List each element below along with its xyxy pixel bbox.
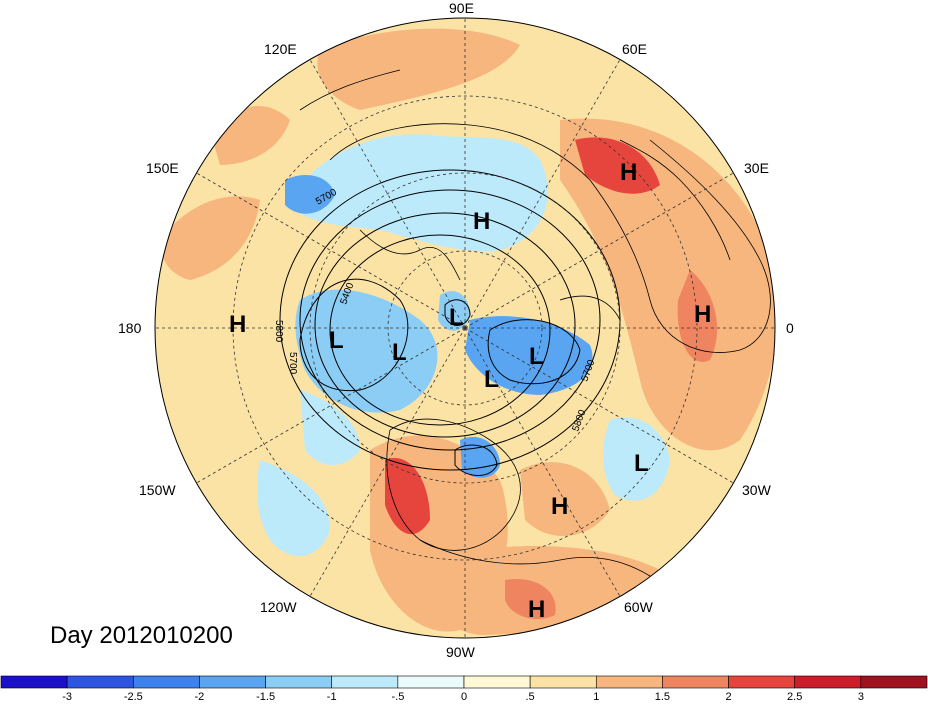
low-pressure-marker: L (392, 339, 407, 366)
lon-label-90w: 90W (446, 644, 476, 660)
colorbar-swatch (331, 675, 399, 689)
colorbar-swatch (199, 675, 266, 689)
colorbar-swatch (0, 675, 68, 689)
low-pressure-marker: L (634, 450, 649, 477)
lon-label-60w: 60W (624, 599, 654, 615)
contour-label: 5800 (273, 320, 284, 343)
contour-label: 5700 (287, 352, 298, 375)
meridian-lines (155, 18, 775, 638)
high-pressure-marker: H (551, 493, 568, 520)
colorbar-swatch (662, 675, 729, 689)
high-pressure-marker: H (528, 596, 545, 623)
high-pressure-marker: H (229, 311, 246, 338)
colorbar-swatch (463, 675, 531, 689)
high-pressure-marker: H (620, 159, 637, 186)
meridian-lon-150w (196, 327, 466, 484)
map-title: Day 2012010200 (50, 622, 233, 649)
low-pressure-marker: L (329, 327, 344, 354)
high-pressure-marker: H (473, 208, 490, 235)
lon-label-150w: 150W (139, 482, 176, 498)
lon-label-0: 0 (786, 320, 794, 336)
colorbar-tick-label: -2.5 (124, 691, 143, 702)
colorbar-swatch (794, 675, 862, 689)
meridian-lon-120w (309, 327, 466, 597)
colorbar-swatch (397, 675, 465, 689)
meridian-lon-30e (464, 172, 734, 329)
colorbar-swatch (728, 675, 796, 689)
lon-label-60e: 60E (622, 41, 647, 57)
colorbar-tick-label: 3 (858, 691, 864, 702)
lat-lon-grid (232, 95, 698, 561)
colorbar-tick-label: -3 (62, 691, 72, 702)
colorbar-tick-label: 0 (461, 691, 467, 702)
meridian-lon-60w (464, 327, 621, 597)
lon-label-120e: 120E (264, 41, 297, 57)
lon-label-180: 180 (118, 320, 142, 336)
low-pressure-marker: L (529, 343, 544, 370)
colorbar-tick-label: -1.5 (256, 691, 275, 702)
meridian-lon-120e (309, 59, 466, 329)
colorbar-tick-label: -.5 (391, 691, 404, 702)
meridian-lon-30w (464, 327, 734, 484)
lon-label-120w: 120W (260, 599, 297, 615)
meridian-lon-150e (196, 172, 466, 329)
colorbar-swatch (66, 675, 134, 689)
low-pressure-marker: L (484, 366, 499, 393)
longitude-labels: 90E 60E 30E 0 30W 60W 90W 120W 150W 180 … (118, 0, 794, 660)
height-contours (279, 169, 621, 476)
pressure-centers: H H H H H H L L L L L L L (229, 159, 711, 623)
colorbar-tick-label: -1 (327, 691, 337, 702)
colorbar: -3 -2.5 -2 -1.5 -1 -.5 0 .5 1 1.5 2 2.5 3 (0, 675, 928, 703)
colorbar-tick-label: 2.5 (787, 691, 802, 702)
colorbar-swatch (595, 675, 663, 689)
colorbar-tick-label: 1 (593, 691, 599, 702)
low-pressure-marker: L (449, 304, 464, 331)
colorbar-swatch (529, 675, 597, 689)
meridian-lon-60e (464, 59, 621, 329)
colorbar-tick-label: -2 (195, 691, 205, 702)
high-pressure-marker: H (694, 301, 711, 328)
map-boundary (154, 17, 776, 639)
colorbar-tick-label: 1.5 (655, 691, 670, 702)
colorbar-swatch (265, 675, 333, 689)
lon-label-30e: 30E (744, 160, 769, 176)
lon-label-30w: 30W (742, 482, 772, 498)
colorbar-tick-label: .5 (526, 691, 535, 702)
colorbar-swatch (860, 675, 928, 689)
lon-label-150e: 150E (146, 160, 179, 176)
lon-label-90e: 90E (449, 0, 474, 16)
colorbar-tick-label: 2 (726, 691, 732, 702)
colorbar-swatch (132, 675, 200, 689)
